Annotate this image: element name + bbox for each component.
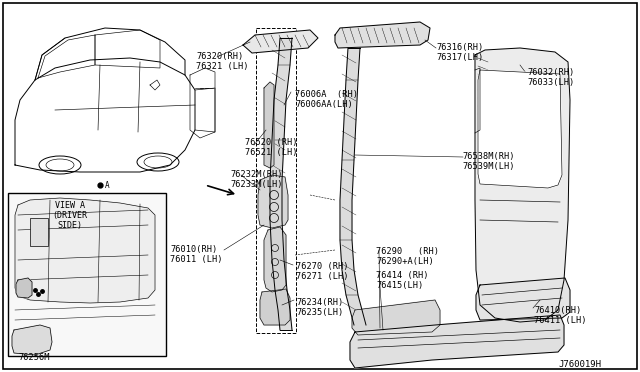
Text: 76414 (RH): 76414 (RH) (376, 271, 429, 280)
Text: J760019H: J760019H (558, 360, 601, 369)
Text: 76520 (RH): 76520 (RH) (245, 138, 298, 147)
Text: 76290   (RH): 76290 (RH) (376, 247, 439, 256)
Text: 76410(RH): 76410(RH) (534, 306, 581, 315)
Polygon shape (352, 300, 440, 335)
Text: 76316(RH): 76316(RH) (436, 43, 483, 52)
Bar (30, 218, 48, 246)
Text: 76006A  (RH): 76006A (RH) (295, 90, 358, 99)
Polygon shape (260, 289, 290, 325)
Polygon shape (264, 227, 286, 292)
Text: 76256M: 76256M (18, 353, 49, 362)
Text: 76317(LH): 76317(LH) (436, 53, 483, 62)
Text: 76415(LH): 76415(LH) (376, 281, 423, 290)
Text: 76521 (LH): 76521 (LH) (245, 148, 298, 157)
Bar (8, 193, 166, 356)
Polygon shape (478, 70, 562, 188)
Polygon shape (16, 278, 32, 298)
Polygon shape (270, 38, 292, 330)
Text: 76235(LH): 76235(LH) (296, 308, 343, 317)
Text: 76032(RH): 76032(RH) (527, 68, 574, 77)
Text: 76011 (LH): 76011 (LH) (170, 255, 223, 264)
Text: SIDE): SIDE) (57, 221, 82, 230)
Text: 76234(RH): 76234(RH) (296, 298, 343, 307)
Polygon shape (475, 48, 570, 322)
Bar (256, 28, 296, 333)
Text: 76006AA(LH): 76006AA(LH) (295, 100, 353, 109)
Polygon shape (264, 82, 274, 168)
Text: 76538M(RH): 76538M(RH) (462, 152, 515, 161)
Text: A: A (105, 181, 109, 190)
Text: 76321 (LH): 76321 (LH) (196, 62, 248, 71)
Polygon shape (335, 22, 430, 48)
Text: VIEW A: VIEW A (55, 201, 85, 210)
Polygon shape (476, 278, 570, 320)
Text: 76010(RH): 76010(RH) (170, 245, 217, 254)
Polygon shape (243, 30, 318, 53)
Polygon shape (15, 198, 155, 303)
Polygon shape (258, 175, 288, 228)
Polygon shape (350, 315, 564, 368)
Text: (DRIVER: (DRIVER (52, 211, 87, 220)
Text: 76232M(RH): 76232M(RH) (230, 170, 282, 179)
Text: 76539M(LH): 76539M(LH) (462, 162, 515, 171)
Text: 76033(LH): 76033(LH) (527, 78, 574, 87)
Text: 76233M(LH): 76233M(LH) (230, 180, 282, 189)
Text: 76270 (RH): 76270 (RH) (296, 262, 349, 271)
Text: 76320(RH): 76320(RH) (196, 52, 243, 61)
Text: 76411 (LH): 76411 (LH) (534, 316, 586, 325)
Polygon shape (12, 325, 52, 355)
Polygon shape (340, 48, 366, 325)
Text: 76271 (LH): 76271 (LH) (296, 272, 349, 281)
Text: 76290+A(LH): 76290+A(LH) (376, 257, 434, 266)
